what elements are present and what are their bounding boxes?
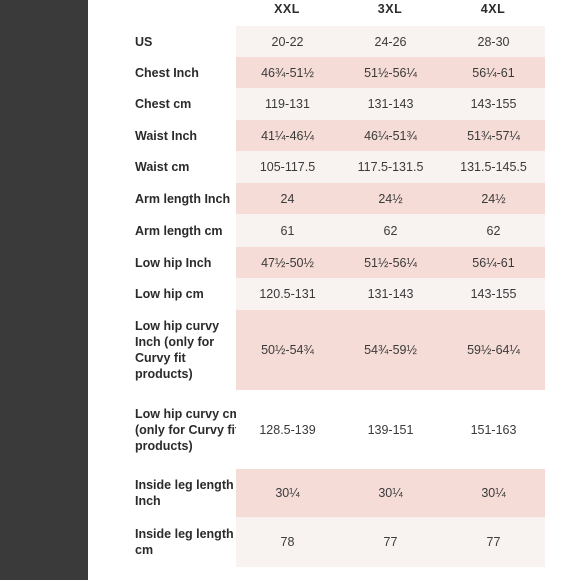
row-label: Low hip curvy cm (only for Curvy fit pro… bbox=[135, 406, 241, 453]
table-cell: 30¼ bbox=[442, 469, 545, 517]
table-cell: 50½-54¾ bbox=[236, 310, 339, 390]
left-dark-margin bbox=[0, 0, 88, 580]
size-chart-table: XXL 3XL 4XL US 20-22 24-26 28-30 Chest I… bbox=[88, 0, 566, 580]
table-row: Waist Inch 41¼-46¼ 46¼-51¾ 51¾-57¼ bbox=[88, 120, 566, 151]
row-label: Arm length cm bbox=[135, 223, 223, 238]
table-cell: 51½-56¼ bbox=[339, 57, 442, 88]
table-row: Chest cm 119-131 131-143 143-155 bbox=[88, 88, 566, 120]
size-header-row: XXL 3XL 4XL bbox=[88, 0, 566, 24]
table-row: Arm length Inch 24 24½ 24½ bbox=[88, 183, 566, 214]
table-cell: 143-155 bbox=[442, 88, 545, 120]
table-cell: 24½ bbox=[442, 183, 545, 214]
table-cell: 78 bbox=[236, 517, 339, 567]
right-margin bbox=[566, 0, 580, 580]
row-label: Inside leg length Inch bbox=[135, 478, 234, 508]
table-cell: 51¾-57¼ bbox=[442, 120, 545, 151]
table-cell: 62 bbox=[442, 214, 545, 247]
table-row: Inside leg length Inch 30¼ 30¼ 30¼ bbox=[88, 469, 566, 517]
size-header-3xl: 3XL bbox=[377, 2, 403, 16]
table-cell: 59½-64¼ bbox=[442, 310, 545, 390]
row-label: Low hip curvy Inch (only for Curvy fit p… bbox=[135, 319, 220, 381]
table-cell: 131-143 bbox=[339, 88, 442, 120]
table-cell: 28-30 bbox=[442, 26, 545, 57]
table-cell: 61 bbox=[236, 214, 339, 247]
table-cell: 139-151 bbox=[339, 390, 442, 469]
table-cell: 105-117.5 bbox=[236, 151, 339, 183]
table-cell: 56¼-61 bbox=[442, 247, 545, 278]
table-cell: 46¼-51¾ bbox=[339, 120, 442, 151]
table-cell: 62 bbox=[339, 214, 442, 247]
table-cell: 131.5-145.5 bbox=[442, 151, 545, 183]
table-cell: 77 bbox=[442, 517, 545, 567]
table-cell: 143-155 bbox=[442, 278, 545, 310]
table-row: Waist cm 105-117.5 117.5-131.5 131.5-145… bbox=[88, 151, 566, 183]
row-label: Inside leg length cm bbox=[135, 527, 234, 557]
table-cell: 54¾-59½ bbox=[339, 310, 442, 390]
table-row: Low hip curvy Inch (only for Curvy fit p… bbox=[88, 310, 566, 390]
table-cell: 56¼-61 bbox=[442, 57, 545, 88]
row-label: Arm length Inch bbox=[135, 191, 231, 206]
row-label: Waist Inch bbox=[135, 128, 198, 143]
table-cell: 30¼ bbox=[236, 469, 339, 517]
table-cell: 120.5-131 bbox=[236, 278, 339, 310]
table-cell: 51½-56¼ bbox=[339, 247, 442, 278]
table-cell: 47½-50½ bbox=[236, 247, 339, 278]
table-cell: 46¾-51½ bbox=[236, 57, 339, 88]
table-row: Chest Inch 46¾-51½ 51½-56¼ 56¼-61 bbox=[88, 57, 566, 88]
table-cell: 131-143 bbox=[339, 278, 442, 310]
table-row: Low hip curvy cm (only for Curvy fit pro… bbox=[88, 390, 566, 469]
table-cell: 117.5-131.5 bbox=[339, 151, 442, 183]
table-row: US 20-22 24-26 28-30 bbox=[88, 26, 566, 57]
table-cell: 20-22 bbox=[236, 26, 339, 57]
row-label: Low hip cm bbox=[135, 287, 204, 301]
table-cell: 24½ bbox=[339, 183, 442, 214]
table-cell: 30¼ bbox=[339, 469, 442, 517]
table-cell: 77 bbox=[339, 517, 442, 567]
table-row: Arm length cm 61 62 62 bbox=[88, 214, 566, 247]
size-header-xxl: XXL bbox=[274, 2, 300, 16]
table-cell: 119-131 bbox=[236, 88, 339, 120]
table-cell: 24-26 bbox=[339, 26, 442, 57]
table-cell: 24 bbox=[236, 183, 339, 214]
row-label: Low hip Inch bbox=[135, 255, 212, 270]
table-row: Low hip Inch 47½-50½ 51½-56¼ 56¼-61 bbox=[88, 247, 566, 278]
size-header-4xl: 4XL bbox=[480, 2, 506, 16]
table-row: Inside leg length cm 78 77 77 bbox=[88, 517, 566, 567]
table-cell: 128.5-139 bbox=[236, 390, 339, 469]
row-label: US bbox=[135, 34, 153, 49]
table-cell: 151-163 bbox=[442, 390, 545, 469]
row-label: Chest Inch bbox=[135, 65, 199, 80]
row-label: Waist cm bbox=[135, 160, 190, 174]
row-label: Chest cm bbox=[135, 97, 192, 111]
table-cell: 41¼-46¼ bbox=[236, 120, 339, 151]
table-row: Low hip cm 120.5-131 131-143 143-155 bbox=[88, 278, 566, 310]
